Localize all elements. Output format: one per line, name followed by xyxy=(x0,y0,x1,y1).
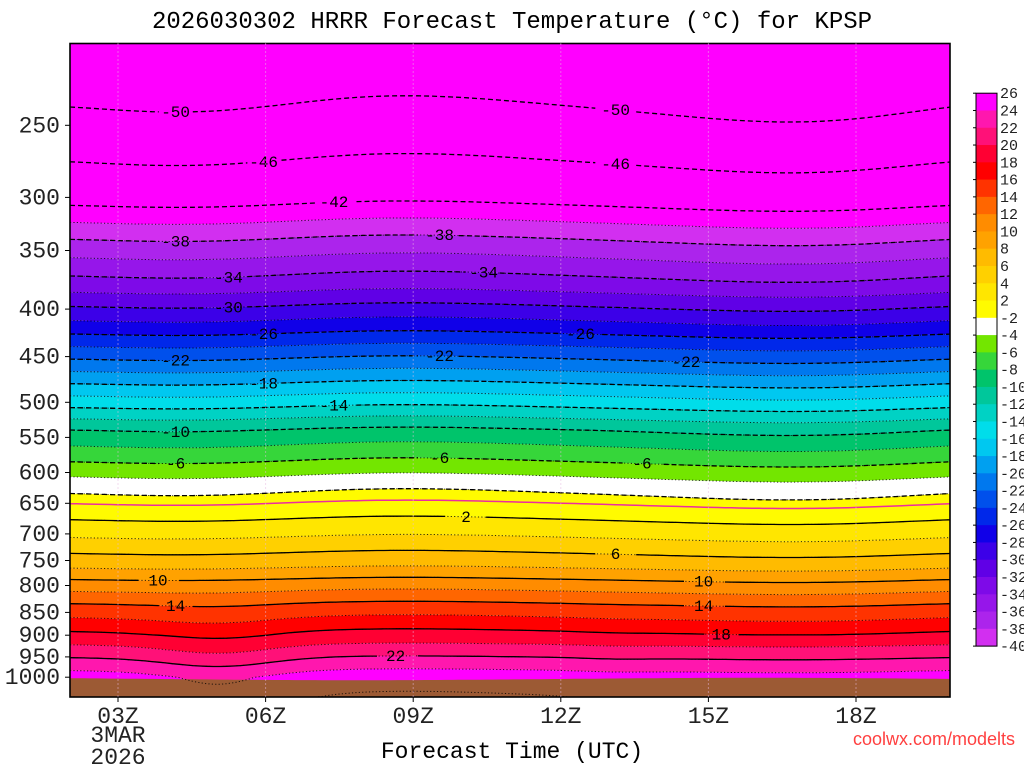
svg-text:500: 500 xyxy=(19,390,60,416)
svg-text:750: 750 xyxy=(19,549,60,575)
svg-text:14: 14 xyxy=(1000,190,1018,207)
svg-text:-46: -46 xyxy=(601,156,630,174)
svg-text:-6: -6 xyxy=(632,456,651,474)
svg-text:-42: -42 xyxy=(320,194,349,212)
svg-text:6: 6 xyxy=(1000,259,1009,276)
svg-text:-30: -30 xyxy=(214,300,243,318)
svg-text:-26: -26 xyxy=(249,326,278,344)
svg-text:coolwx.com/modelts: coolwx.com/modelts xyxy=(853,729,1015,749)
svg-text:400: 400 xyxy=(19,297,60,323)
svg-text:-4: -4 xyxy=(1000,328,1018,345)
svg-text:450: 450 xyxy=(19,345,60,371)
svg-text:700: 700 xyxy=(19,522,60,548)
svg-text:-8: -8 xyxy=(1000,363,1018,380)
svg-text:1000: 1000 xyxy=(5,665,60,691)
svg-text:18: 18 xyxy=(1000,155,1018,172)
svg-text:-18: -18 xyxy=(1000,449,1024,466)
svg-text:2026030302 HRRR Forecast Tempe: 2026030302 HRRR Forecast Temperature (°C… xyxy=(152,9,872,36)
svg-text:-50: -50 xyxy=(161,104,190,122)
svg-text:-26: -26 xyxy=(1000,518,1024,535)
svg-text:24: 24 xyxy=(1000,103,1018,120)
svg-text:16: 16 xyxy=(1000,173,1018,190)
svg-text:-6: -6 xyxy=(1000,345,1018,362)
svg-text:-22: -22 xyxy=(425,348,454,366)
svg-text:2026: 2026 xyxy=(90,745,145,768)
svg-text:-20: -20 xyxy=(1000,466,1024,483)
svg-text:-38: -38 xyxy=(1000,622,1024,639)
svg-text:-46: -46 xyxy=(249,154,278,172)
svg-text:-40: -40 xyxy=(1000,639,1024,656)
svg-text:10: 10 xyxy=(694,574,713,592)
svg-text:-34: -34 xyxy=(214,269,243,287)
svg-text:-10: -10 xyxy=(161,424,190,442)
svg-text:12: 12 xyxy=(1000,207,1018,224)
svg-text:22: 22 xyxy=(386,648,405,666)
svg-text:550: 550 xyxy=(19,425,60,451)
svg-text:6: 6 xyxy=(611,546,621,564)
svg-text:-22: -22 xyxy=(672,354,701,372)
svg-text:-34: -34 xyxy=(1000,587,1024,604)
svg-text:-34: -34 xyxy=(469,265,498,283)
svg-text:09Z: 09Z xyxy=(392,704,433,730)
svg-text:-6: -6 xyxy=(430,450,449,468)
svg-text:-14: -14 xyxy=(320,398,349,416)
svg-text:-36: -36 xyxy=(1000,605,1024,622)
svg-text:10: 10 xyxy=(1000,224,1018,241)
svg-text:350: 350 xyxy=(19,239,60,265)
svg-text:-18: -18 xyxy=(249,376,278,394)
svg-text:06Z: 06Z xyxy=(245,704,286,730)
svg-text:26: 26 xyxy=(1000,86,1018,103)
svg-text:18Z: 18Z xyxy=(835,704,876,730)
svg-text:-10: -10 xyxy=(1000,380,1024,397)
svg-text:-26: -26 xyxy=(566,326,595,344)
svg-text:8: 8 xyxy=(1000,242,1009,259)
svg-text:10: 10 xyxy=(148,573,167,591)
svg-text:-24: -24 xyxy=(1000,501,1024,518)
svg-text:20: 20 xyxy=(1000,138,1018,155)
svg-text:-12: -12 xyxy=(1000,397,1024,414)
svg-text:-22: -22 xyxy=(161,353,190,371)
svg-text:2: 2 xyxy=(1000,294,1009,311)
svg-text:15Z: 15Z xyxy=(688,704,729,730)
svg-text:250: 250 xyxy=(19,113,60,139)
svg-text:-32: -32 xyxy=(1000,570,1024,587)
svg-text:650: 650 xyxy=(19,491,60,517)
svg-text:-2: -2 xyxy=(1000,311,1018,328)
svg-text:-22: -22 xyxy=(1000,484,1024,501)
svg-text:4: 4 xyxy=(1000,276,1009,293)
svg-text:-14: -14 xyxy=(1000,414,1024,431)
svg-text:-38: -38 xyxy=(161,234,190,252)
svg-text:-30: -30 xyxy=(1000,553,1024,570)
svg-text:800: 800 xyxy=(19,574,60,600)
svg-text:-6: -6 xyxy=(166,456,185,474)
svg-text:-50: -50 xyxy=(601,102,630,120)
svg-text:22: 22 xyxy=(1000,121,1018,138)
svg-text:12Z: 12Z xyxy=(540,704,581,730)
svg-text:600: 600 xyxy=(19,461,60,487)
svg-text:2: 2 xyxy=(461,509,471,527)
svg-text:Forecast Time (UTC): Forecast Time (UTC) xyxy=(381,739,643,765)
svg-text:-28: -28 xyxy=(1000,535,1024,552)
svg-text:14: 14 xyxy=(166,598,185,616)
svg-text:-16: -16 xyxy=(1000,432,1024,449)
svg-text:18: 18 xyxy=(712,626,731,644)
svg-text:-38: -38 xyxy=(425,227,454,245)
svg-text:14: 14 xyxy=(694,598,713,616)
svg-text:300: 300 xyxy=(19,185,60,211)
